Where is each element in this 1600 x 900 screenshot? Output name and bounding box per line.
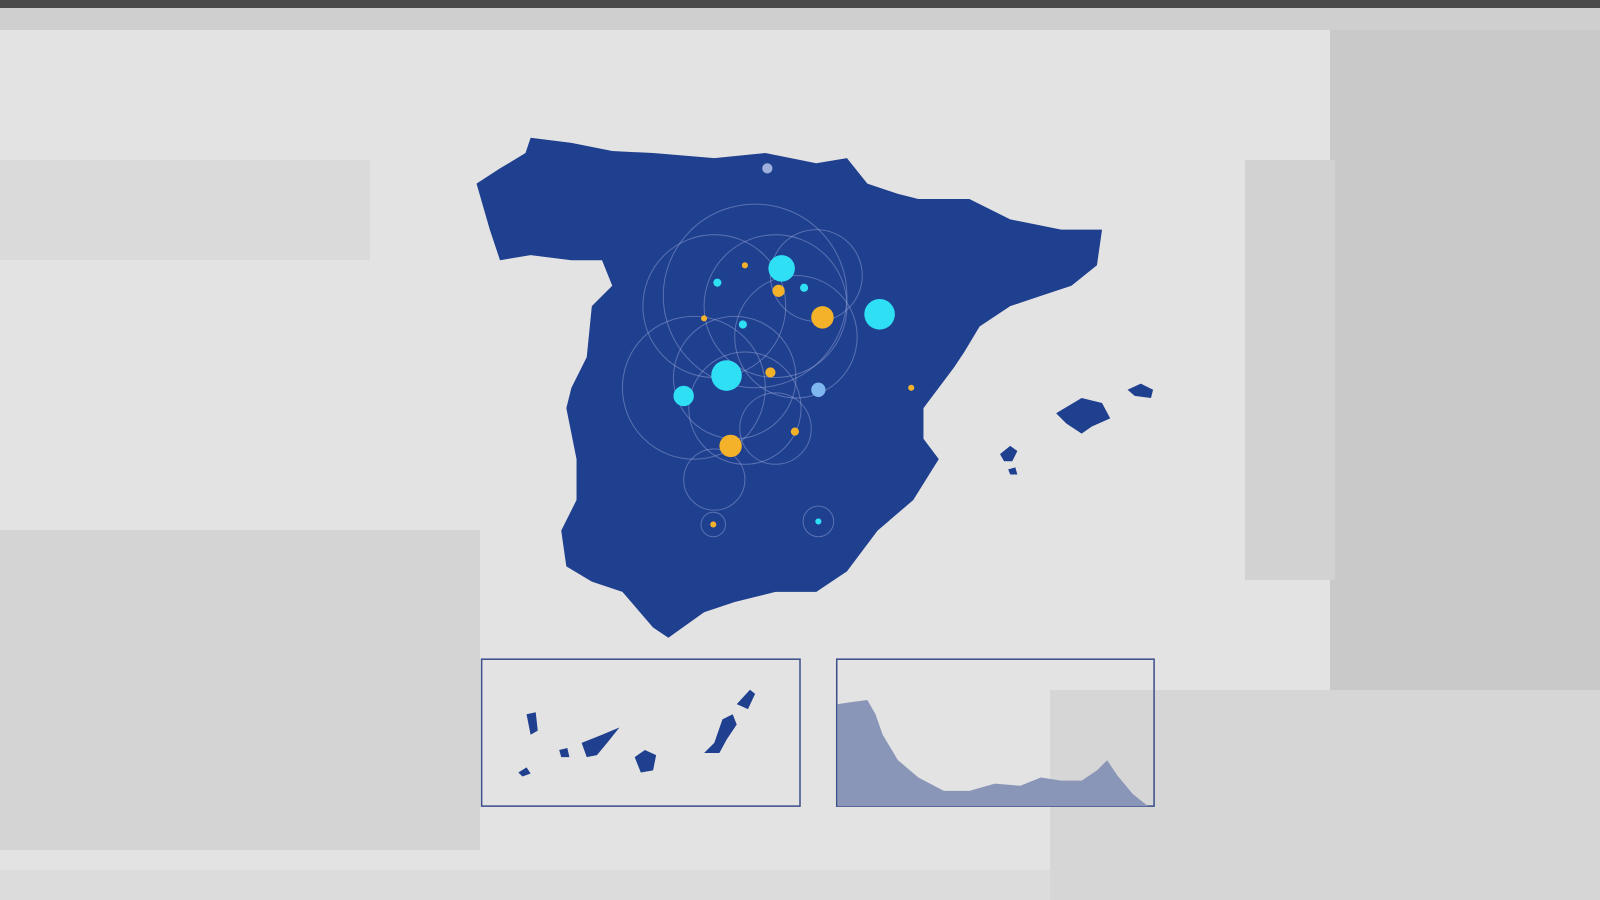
marker-ring <box>621 315 766 460</box>
map-marker <box>741 262 748 269</box>
map-marker <box>711 360 742 391</box>
marker-ring <box>802 505 835 538</box>
background-band <box>1330 30 1600 690</box>
background-band <box>0 8 1600 30</box>
formentera <box>1008 467 1018 475</box>
background-band <box>0 0 1600 8</box>
map-marker <box>673 385 694 407</box>
north-africa-coast <box>837 700 1148 807</box>
map-marker <box>713 278 722 287</box>
marker-ring <box>700 511 727 538</box>
island <box>704 714 737 754</box>
canary-islands <box>518 689 756 777</box>
map-marker <box>719 434 742 458</box>
map-marker <box>811 382 826 397</box>
marker-ring <box>739 392 812 465</box>
map-marker <box>768 255 795 282</box>
map-marker <box>738 320 747 329</box>
map-marker <box>815 518 822 525</box>
marker-ring <box>683 448 746 511</box>
mallorca <box>1056 397 1111 434</box>
map-marker <box>908 384 915 391</box>
spain-mainland <box>476 137 1103 638</box>
island <box>518 767 531 777</box>
map-marker <box>701 315 708 322</box>
background-band <box>1050 690 1600 900</box>
map-marker <box>772 284 785 297</box>
island <box>634 750 657 773</box>
island <box>559 747 570 758</box>
island <box>736 689 756 710</box>
menorca <box>1127 383 1154 398</box>
map-marker <box>765 367 776 378</box>
background-band <box>0 160 370 260</box>
marker-ring <box>662 203 848 389</box>
marker-ring <box>703 234 848 379</box>
background-band <box>0 530 480 850</box>
island <box>581 727 620 758</box>
map-marker <box>790 427 799 436</box>
ibiza <box>1000 445 1018 462</box>
marker-ring <box>688 351 802 465</box>
canary-islands-inset <box>480 658 801 807</box>
map-marker <box>800 283 809 292</box>
marker-ring <box>734 275 858 399</box>
map-marker <box>710 521 717 528</box>
island <box>526 712 538 735</box>
background-band <box>1245 160 1335 580</box>
map-marker <box>762 163 773 174</box>
map-marker <box>864 298 895 330</box>
markers <box>673 163 915 528</box>
map-marker <box>811 306 834 329</box>
